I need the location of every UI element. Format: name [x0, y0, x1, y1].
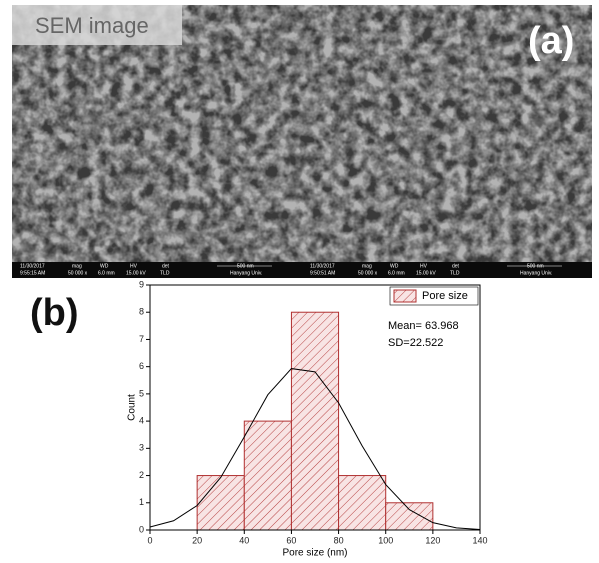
bar [386, 503, 433, 530]
x-tick-label: 20 [192, 535, 202, 545]
y-tick-label: 5 [139, 388, 144, 398]
legend-swatch [394, 290, 416, 302]
x-tick-label: 0 [147, 535, 152, 545]
info-text: 50 000 x [358, 270, 378, 276]
y-tick-label: 9 [139, 279, 144, 289]
info-text: mag [362, 263, 372, 269]
figure: SEM image (a) (b) 11/30/20179:55:15 AMma… [0, 0, 599, 563]
info-text: 9:55:15 AM [20, 270, 45, 276]
y-tick-label: 0 [139, 524, 144, 534]
bar [244, 421, 291, 530]
legend-label: Pore size [422, 290, 468, 302]
y-tick-label: 6 [139, 361, 144, 371]
info-text: 6.0 mm [388, 270, 405, 276]
panel-label: (a) [528, 20, 574, 62]
info-text: WD [390, 263, 399, 269]
x-tick-label: 40 [239, 535, 249, 545]
y-tick-label: 1 [139, 497, 144, 507]
panel-label: (b) [30, 292, 79, 334]
info-text: det [452, 263, 460, 269]
x-tick-label: 140 [472, 535, 487, 545]
x-axis-label: Pore size (nm) [282, 548, 347, 559]
annotation: SD=22.522 [388, 337, 443, 349]
bar [339, 476, 386, 530]
info-text: 15.00 kV [416, 270, 436, 276]
annotation: Mean= 63.968 [388, 320, 459, 332]
info-text: Hanyang Univ. [520, 270, 552, 276]
info-text: 15.00 kV [126, 270, 146, 276]
y-tick-label: 4 [139, 415, 144, 425]
info-text: det [162, 263, 170, 269]
x-tick-label: 100 [378, 535, 393, 545]
y-tick-label: 2 [139, 470, 144, 480]
caption: SEM image [35, 13, 149, 38]
bar [291, 312, 338, 530]
info-text: 50 000 x [68, 270, 88, 276]
info-text: Hanyang Univ. [230, 270, 262, 276]
info-text: WD [100, 263, 109, 269]
y-tick-label: 7 [139, 334, 144, 344]
info-text: TLD [450, 270, 460, 276]
bar [197, 476, 244, 530]
info-text: mag [72, 263, 82, 269]
info-text: 11/30/2017 [20, 263, 45, 269]
info-text: 11/30/2017 [310, 263, 335, 269]
info-text: HV [420, 263, 428, 269]
info-text: TLD [160, 270, 170, 276]
x-tick-label: 60 [286, 535, 296, 545]
info-text: HV [130, 263, 138, 269]
y-tick-label: 8 [139, 307, 144, 317]
info-text: 6.0 mm [98, 270, 115, 276]
x-tick-label: 80 [334, 535, 344, 545]
sem-panel: SEM image (a) [12, 5, 592, 278]
y-axis-label: Count [127, 394, 138, 421]
info-text: 500 nm [237, 263, 254, 269]
info-text: 9:50:51 AM [310, 270, 335, 276]
x-tick-label: 120 [425, 535, 440, 545]
info-text: 500 nm [527, 263, 544, 269]
y-tick-label: 3 [139, 443, 144, 453]
